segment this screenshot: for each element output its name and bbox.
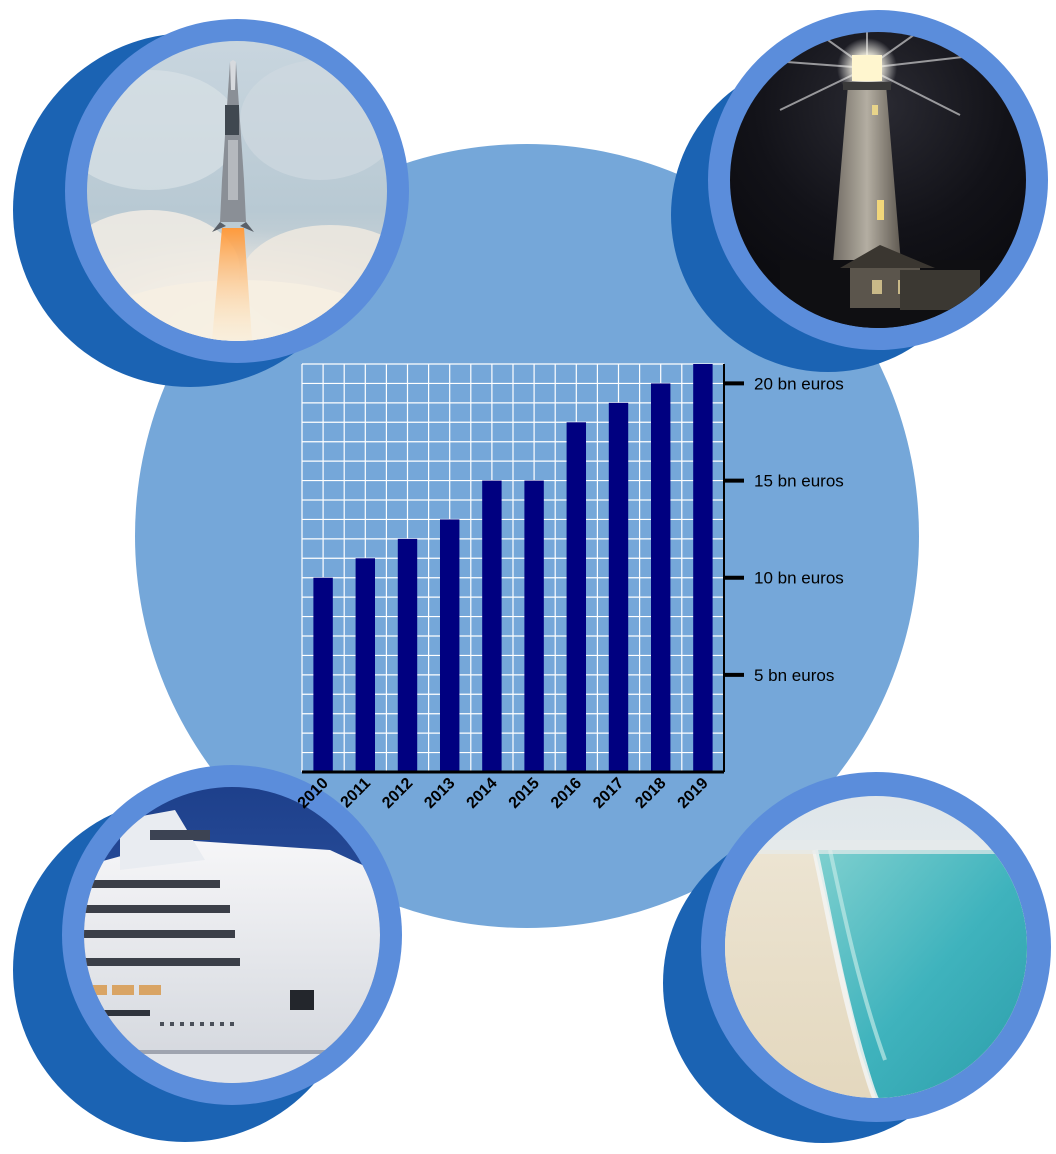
bar-2014	[482, 480, 502, 772]
lighthouse-photo	[671, 10, 1048, 372]
bar-2011	[355, 558, 376, 772]
bar-2012	[397, 538, 418, 772]
chart-bars	[313, 364, 713, 772]
bar-2018	[650, 383, 671, 772]
bar-2016	[566, 422, 587, 772]
beach-photo	[663, 772, 1051, 1143]
y-tick-label: 20 bn euros	[754, 374, 844, 393]
y-tick-label: 10 bn euros	[754, 569, 844, 588]
y-axis-ticks: 5 bn euros 10 bn euros 15 bn euros 20 bn eu…	[724, 374, 844, 685]
bar-2013	[439, 519, 460, 772]
rocket-launch-photo	[13, 19, 409, 387]
bar-2019	[693, 364, 713, 772]
y-tick-label: 15 bn euros	[754, 472, 844, 491]
bar-chart: 5 bn euros 10 bn euros 15 bn euros 20 bn eu…	[295, 363, 844, 812]
y-tick-label: 5 bn euros	[754, 666, 834, 685]
bar-2017	[608, 402, 629, 772]
bar-2015	[524, 480, 544, 772]
bar-2010	[313, 577, 333, 772]
cruise-ship-photo	[13, 765, 402, 1142]
